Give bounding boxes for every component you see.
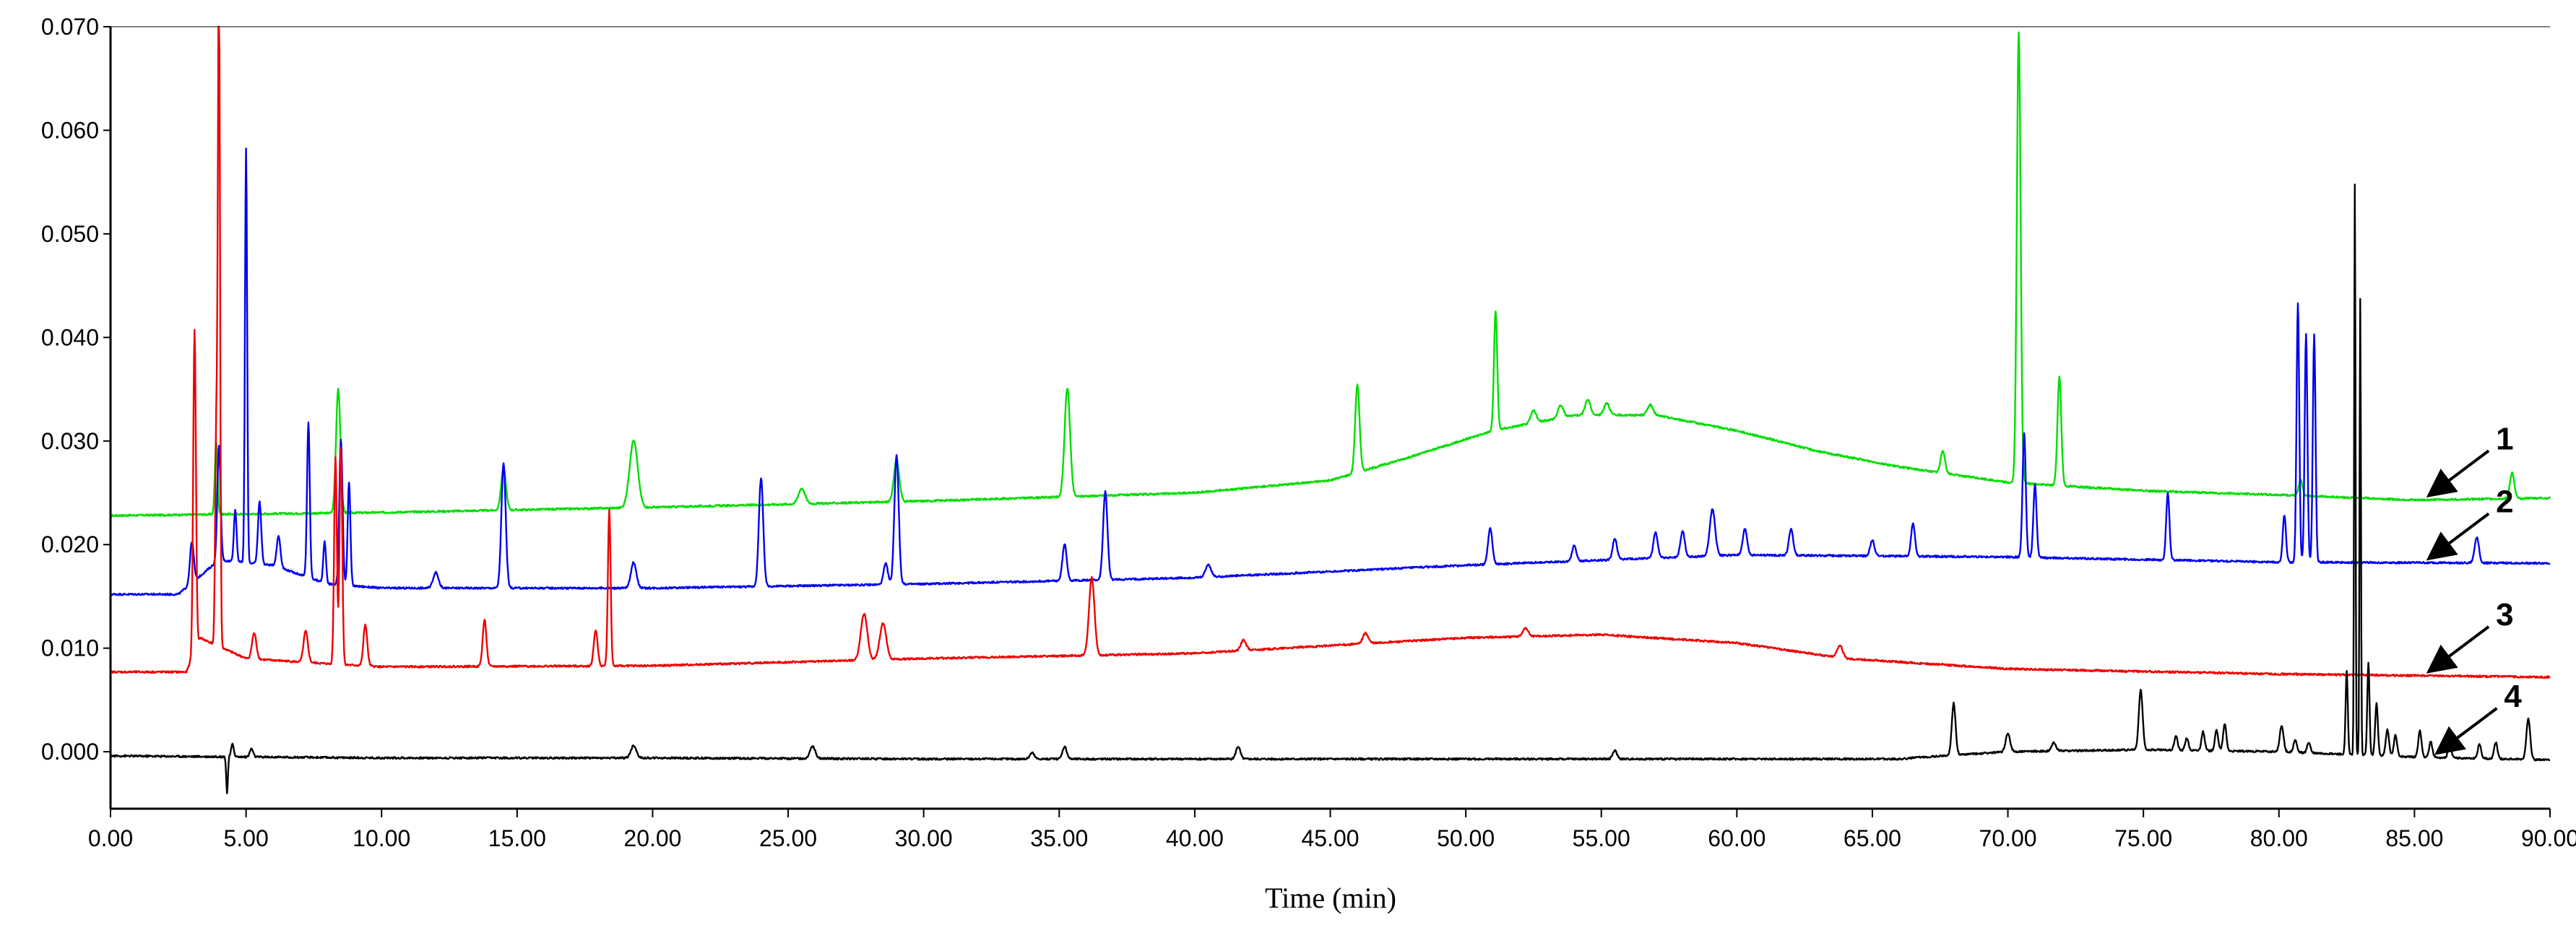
x-tick-label: 0.00: [88, 825, 133, 851]
y-tick-label: 0.040: [41, 324, 99, 350]
x-tick-label: 40.00: [1166, 825, 1224, 851]
y-tick-label: 0.030: [41, 428, 99, 454]
callout-label: 1: [2496, 421, 2513, 456]
series-line-4: [109, 183, 2551, 794]
x-tick-label: 90.00: [2521, 825, 2576, 851]
callout-label: 3: [2496, 597, 2513, 633]
plot-lines: [109, 25, 2551, 794]
x-tick-label: 5.00: [223, 825, 268, 851]
x-tick-label: 25.00: [759, 825, 817, 851]
x-tick-label: 60.00: [1708, 825, 1765, 851]
x-tick-label: 30.00: [895, 825, 953, 851]
y-tick-label: 0.070: [41, 14, 99, 40]
series-line-3: [110, 25, 2551, 679]
x-tick-label: 20.00: [623, 825, 681, 851]
x-tick-label: 55.00: [1573, 825, 1630, 851]
series-line-2: [109, 147, 2551, 596]
x-tick-label: 80.00: [2250, 825, 2308, 851]
y-tick-label: 0.050: [41, 221, 99, 247]
x-tick-label: 15.00: [488, 825, 546, 851]
series-line-1: [110, 31, 2551, 518]
x-tick-label: 75.00: [2114, 825, 2172, 851]
x-axis-title: Time (min): [1265, 882, 1396, 914]
y-ticks: 0.000 0.010 0.020 0.030 0.040 0.050 0.060 0.070: [41, 14, 111, 765]
x-tick-label: 10.00: [353, 825, 410, 851]
x-tick-label: 65.00: [1844, 825, 1901, 851]
axes: [109, 26, 2550, 810]
x-tick-label: 35.00: [1030, 825, 1088, 851]
x-ticks: 0.00 5.00 10.00 15.00 20.00 25.00 30.00 35.00 40…: [88, 809, 2576, 851]
callout-label: 4: [2504, 679, 2522, 714]
callout-arrow: [2434, 707, 2498, 755]
callout-arrow: [2426, 625, 2490, 674]
y-tick-label: 0.060: [41, 117, 99, 143]
callout-label: 2: [2496, 484, 2513, 519]
x-tick-label: 50.00: [1437, 825, 1495, 851]
y-tick-label: 0.010: [41, 635, 99, 661]
x-tick-label: 85.00: [2385, 825, 2443, 851]
callout-arrow: [2426, 512, 2490, 561]
callout-arrow: [2426, 449, 2490, 498]
x-tick-label: 70.00: [1979, 825, 2037, 851]
callouts: 1 2 3 4: [2426, 421, 2522, 755]
y-tick-label: 0.020: [41, 531, 99, 557]
y-tick-label: 0.000: [41, 739, 99, 765]
x-tick-label: 45.00: [1301, 825, 1359, 851]
